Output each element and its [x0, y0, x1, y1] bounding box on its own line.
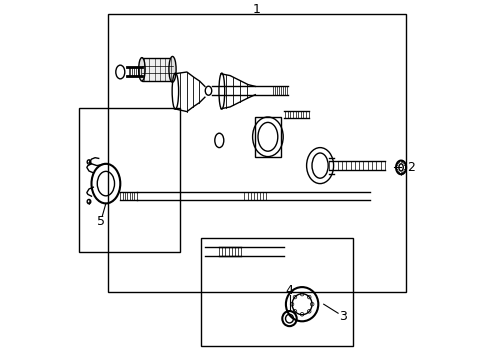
Ellipse shape: [139, 58, 145, 81]
Text: 4: 4: [285, 284, 293, 297]
Bar: [79, 108, 179, 252]
Text: 5: 5: [96, 215, 104, 228]
Bar: [107, 14, 406, 292]
Text: 2: 2: [406, 161, 414, 174]
Ellipse shape: [168, 57, 176, 82]
Bar: [201, 238, 352, 346]
Bar: [142, 58, 172, 81]
Text: 3: 3: [339, 310, 347, 323]
Bar: [255, 117, 281, 157]
Text: 1: 1: [253, 3, 261, 15]
